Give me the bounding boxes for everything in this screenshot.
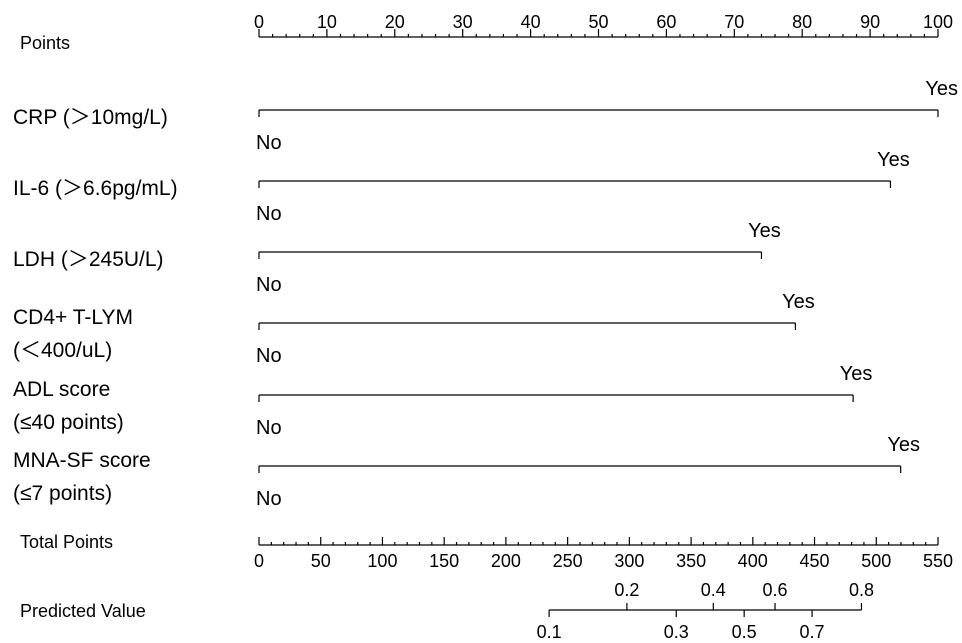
predicted-tick-label-below: 0.7 [800,622,825,642]
variable-label: IL-6 (＞6.6pg/mL) [13,177,178,200]
level-label-no: No [256,274,282,296]
points-tick-label: 40 [521,12,541,32]
points-tick-label: 50 [588,12,608,32]
points-tick-label: 70 [724,12,744,32]
total-points-tick-label: 450 [800,551,830,571]
total-points-tick-label: 500 [861,551,891,571]
variable-label-line2: (≤40 points) [13,411,124,434]
total-points-tick-label: 550 [923,551,953,571]
level-label-yes: Yes [877,149,910,171]
variable-label-line2: (＜400/uL) [13,339,112,362]
variable-label: MNA-SF score [13,449,151,472]
level-label-yes: Yes [840,363,873,385]
points-tick-label: 100 [923,12,953,32]
variable-label: LDH (＞245U/L) [13,248,164,271]
total-points-tick-label: 400 [738,551,768,571]
total-points-tick-label: 50 [311,551,331,571]
points-tick-label: 60 [656,12,676,32]
predicted-tick-label-above: 0.4 [701,580,726,600]
variable-label: ADL score [13,378,110,401]
predicted-tick-label-above: 0.2 [614,580,639,600]
points-tick-label: 0 [254,12,264,32]
points-tick-label: 80 [792,12,812,32]
level-label-no: No [256,488,282,510]
level-label-no: No [256,132,282,154]
level-label-no: No [256,203,282,225]
total-points-axis-label: Total Points [20,532,113,552]
predicted-tick-label-below: 0.1 [537,622,562,642]
variable-label-line2: (≤7 points) [13,482,112,505]
level-label-no: No [256,345,282,367]
level-label-yes: Yes [887,434,920,456]
predicted-tick-label-below: 0.3 [664,622,689,642]
predicted-axis-label: Predicted Value [20,601,146,621]
points-tick-label: 20 [385,12,405,32]
predicted-tick-label-above: 0.6 [763,580,788,600]
total-points-tick-label: 350 [676,551,706,571]
total-points-tick-label: 200 [491,551,521,571]
variable-label: CRP (＞10mg/L) [13,106,168,129]
level-label-yes: Yes [925,78,958,100]
variable-label: CD4+ T-LYM [13,306,133,329]
total-points-tick-label: 0 [254,551,264,571]
total-points-tick-label: 300 [614,551,644,571]
total-points-tick-label: 150 [429,551,459,571]
level-label-yes: Yes [748,220,781,242]
points-tick-label: 90 [860,12,880,32]
total-points-tick-label: 250 [553,551,583,571]
level-label-no: No [256,417,282,439]
level-label-yes: Yes [782,291,815,313]
predicted-tick-label-below: 0.5 [732,622,757,642]
predicted-tick-label-above: 0.8 [849,580,874,600]
total-points-tick-label: 100 [367,551,397,571]
points-axis-label: Points [20,33,70,53]
points-tick-label: 10 [317,12,337,32]
points-tick-label: 30 [453,12,473,32]
